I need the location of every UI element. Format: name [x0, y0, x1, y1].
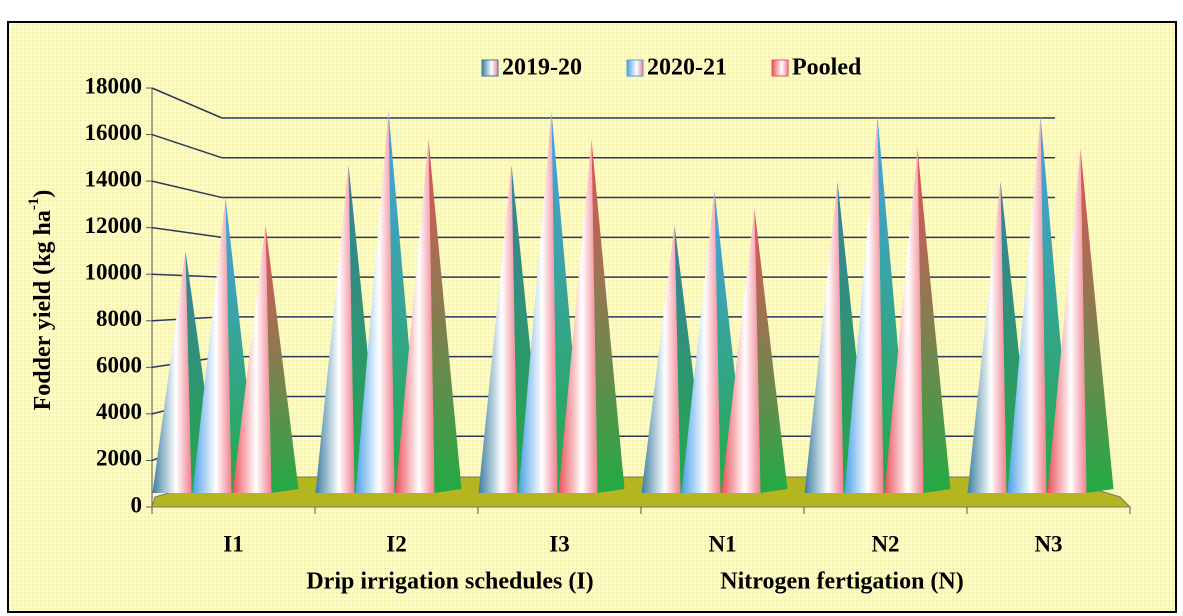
pyramid-left-face	[804, 181, 844, 493]
legend-label: 2019-20	[502, 55, 582, 81]
legend-marker	[771, 59, 789, 77]
pyramid-left-face	[518, 111, 558, 494]
y-tick-label: 2000	[96, 446, 142, 471]
x-tick-label: I3	[549, 531, 569, 556]
y-tick-label: 10000	[85, 260, 143, 285]
y-tick-label: 14000	[85, 166, 143, 191]
pyramid-right-face	[428, 139, 462, 493]
pyramid	[1047, 148, 1114, 493]
y-tick-label: 6000	[96, 353, 142, 378]
x-axis-title: Drip irrigation schedules (I)	[306, 569, 593, 595]
pyramid-left-face	[232, 225, 272, 494]
pyramid-left-face	[884, 148, 924, 493]
y-tick-label: 18000	[85, 73, 143, 98]
pyramid-left-face	[641, 225, 681, 494]
grid-line	[151, 87, 223, 119]
pyramid-right-face	[754, 209, 788, 494]
y-tick-label: 8000	[96, 306, 142, 331]
pyramid-left-face	[681, 190, 721, 493]
y-axis-title: Fodder yield (kg ha-1)	[26, 190, 55, 411]
y-tick-label: 4000	[96, 399, 142, 424]
pyramid	[721, 209, 788, 494]
pyramid-left-face	[721, 209, 761, 494]
pyramid	[884, 148, 951, 493]
pyramid-left-face	[1007, 115, 1047, 493]
y-tick-label: 0	[131, 492, 143, 517]
grid-line	[151, 226, 223, 239]
y-title-end: )	[30, 190, 56, 198]
legend-marker	[626, 59, 644, 77]
pyramid	[232, 225, 299, 494]
pyramid-right-face	[917, 148, 951, 493]
pyramid-right-face	[1080, 148, 1114, 493]
pyramid-left-face	[315, 164, 355, 494]
pyramid	[395, 139, 462, 493]
pyramid-left-face	[967, 181, 1007, 493]
y-tick-label: 12000	[85, 213, 143, 238]
pyramid-left-face	[192, 197, 232, 493]
grid-line	[151, 133, 223, 159]
pyramid-left-face	[558, 139, 598, 493]
x-tick-label: I2	[386, 531, 406, 556]
x-tick-label: N2	[871, 531, 899, 556]
pyramid-left-face	[844, 115, 884, 493]
x-tick-label: I1	[223, 531, 243, 556]
pyramid-left-face	[478, 164, 518, 494]
y-title-main: Fodder yield (kg ha	[30, 210, 56, 410]
x-axis-title: Nitrogen fertigation (N)	[720, 569, 964, 595]
pyramid-left-face	[395, 139, 435, 493]
legend-label: 2020-21	[647, 55, 727, 81]
pyramid-right-face	[265, 225, 299, 494]
pyramid	[558, 139, 625, 493]
x-tick-label: N1	[708, 531, 736, 556]
x-tick-label: N3	[1034, 531, 1062, 556]
grid-line	[151, 180, 223, 199]
legend-label: Pooled	[792, 55, 862, 81]
pyramid-left-face	[1047, 148, 1087, 493]
pyramid-right-face	[591, 139, 625, 493]
legend-marker	[481, 59, 499, 77]
pyramid-left-face	[355, 111, 395, 494]
y-tick-label: 16000	[85, 120, 143, 145]
pyramid-left-face	[152, 250, 192, 493]
y-title-sup: -1	[26, 198, 42, 211]
